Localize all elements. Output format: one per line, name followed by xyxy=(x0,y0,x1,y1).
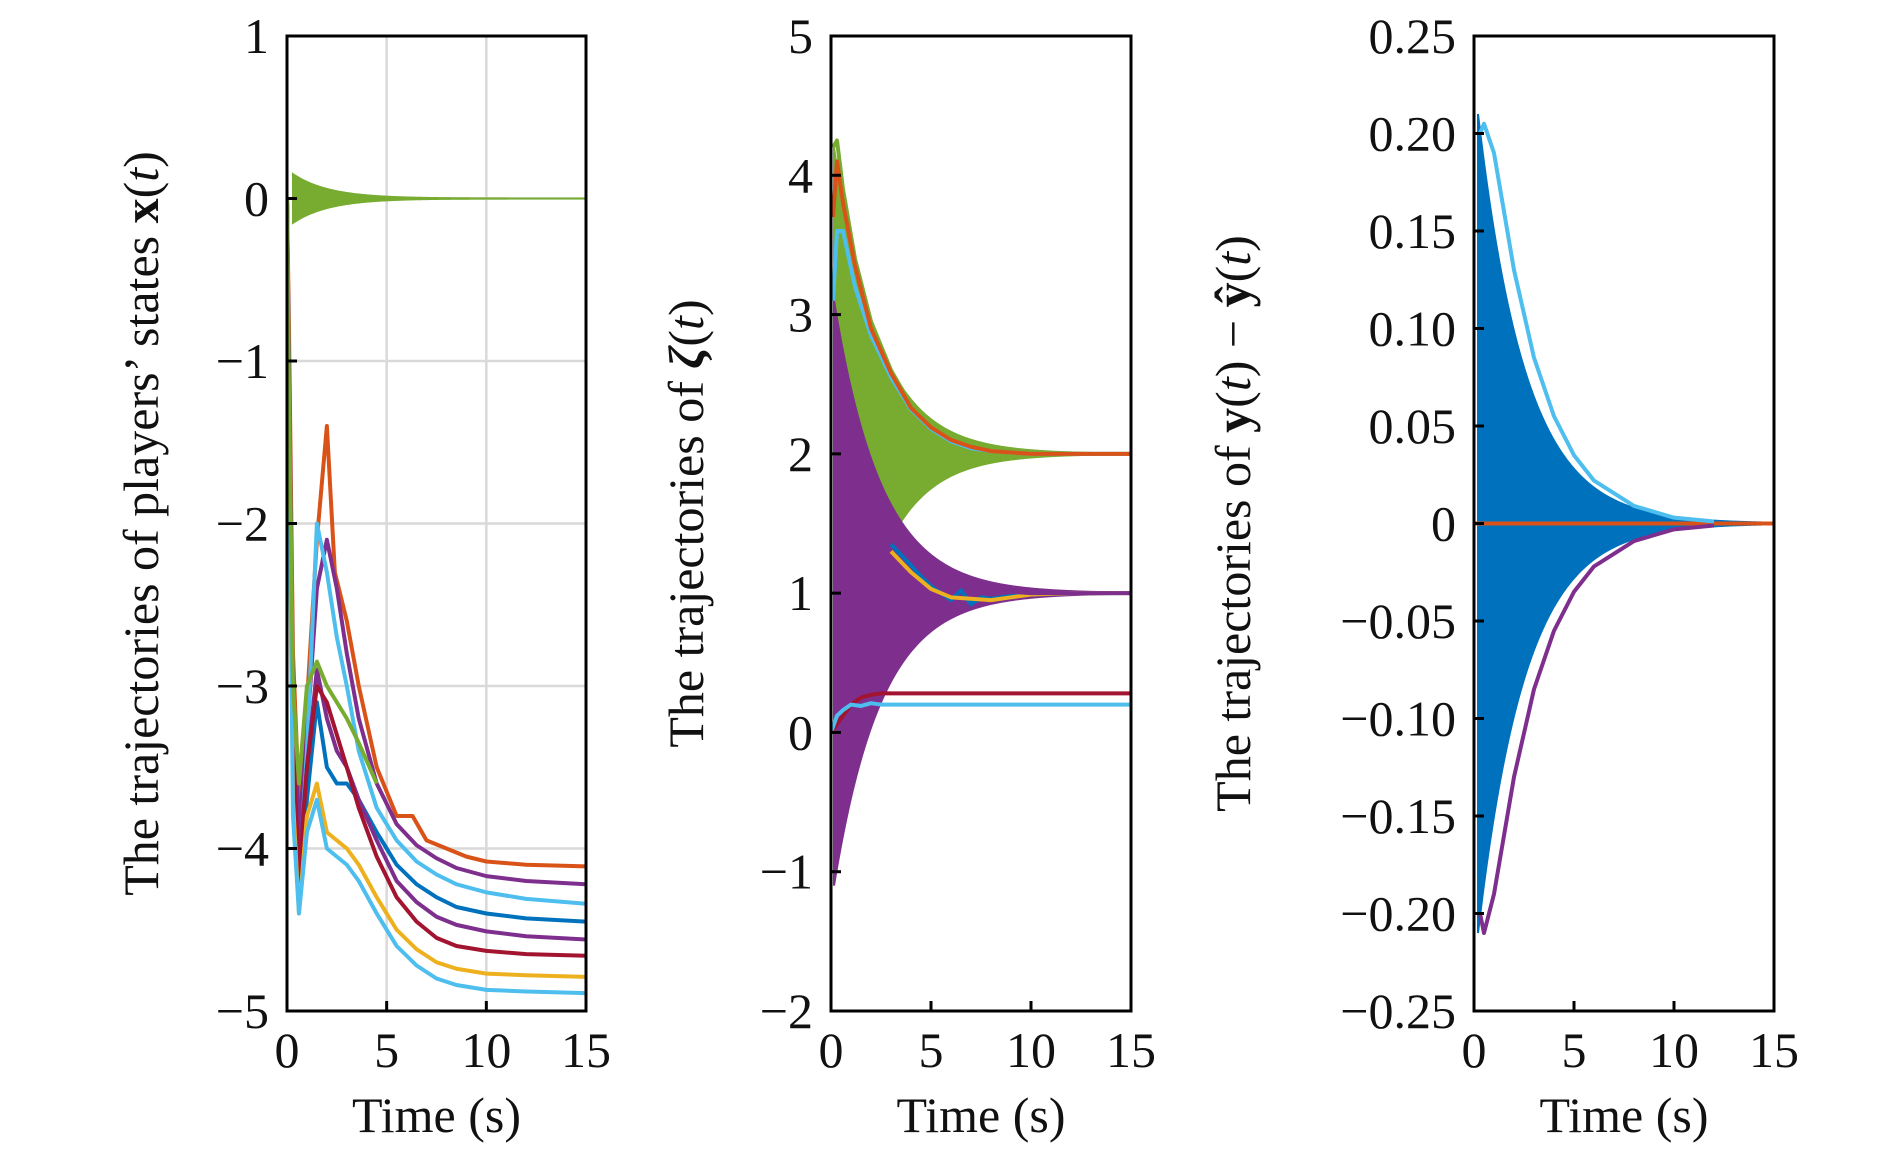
y-tick-label: −1 xyxy=(760,844,813,900)
series-line-2 xyxy=(1478,523,1715,935)
y-axis-label: The trajectories of ζ(t) xyxy=(658,299,714,747)
x-tick-label: 0 xyxy=(819,1022,844,1078)
series-line-0 xyxy=(287,198,586,869)
y-tick-label: 5 xyxy=(788,8,813,64)
y-tick-label: 1 xyxy=(244,8,269,64)
y-tick-label: 0.10 xyxy=(1369,301,1457,357)
y-tick-label: 0.05 xyxy=(1369,398,1457,454)
y-tick-label: −0.25 xyxy=(1340,983,1456,1039)
x-tick-label: 5 xyxy=(374,1022,399,1078)
y-tick-label: −2 xyxy=(760,983,813,1039)
series-line-7 xyxy=(831,701,1131,734)
series-line-2 xyxy=(831,159,1131,456)
plot-area xyxy=(287,172,586,996)
y-tick-label: 0.25 xyxy=(1369,8,1457,64)
x-tick-label: 5 xyxy=(919,1022,944,1078)
x-tick-label: 10 xyxy=(461,1022,511,1078)
y-tick-label: −2 xyxy=(216,496,269,552)
x-axis-label: Time (s) xyxy=(896,1087,1065,1143)
y-tick-label: 0 xyxy=(244,171,269,227)
y-axis-label: The trajectories of y(t) − ŷ(t) xyxy=(1205,235,1261,812)
series-line-7 xyxy=(287,198,586,996)
envelope-band-0 xyxy=(291,172,586,225)
plot-area xyxy=(1474,113,1774,935)
y-tick-label: 0.15 xyxy=(1369,203,1457,259)
x-tick-label: 0 xyxy=(1462,1022,1487,1078)
x-tick-label: 0 xyxy=(275,1022,300,1078)
x-tick-label: 15 xyxy=(561,1022,611,1078)
series-line-5 xyxy=(889,529,1131,596)
x-tick-label: 10 xyxy=(1649,1022,1699,1078)
plot-area xyxy=(831,138,1131,886)
y-tick-label: −0.10 xyxy=(1340,691,1456,747)
envelope-band-1 xyxy=(833,300,1131,886)
axes-box xyxy=(829,34,1133,1013)
y-tick-label: 0 xyxy=(1431,496,1456,552)
y-tick-label: 3 xyxy=(788,287,813,343)
y-tick-label: −3 xyxy=(216,658,269,714)
y-tick-label: −0.15 xyxy=(1340,788,1456,844)
x-tick-label: 5 xyxy=(1562,1022,1587,1078)
y-tick-label: −1 xyxy=(216,333,269,389)
x-tick-label: 10 xyxy=(1006,1022,1056,1078)
x-axis-label: Time (s) xyxy=(352,1087,521,1143)
y-tick-label: −0.05 xyxy=(1340,593,1456,649)
y-axis-label: The trajectories of players’ states x(t) xyxy=(113,151,169,896)
y-tick-label: 0.20 xyxy=(1369,106,1457,162)
chart-output-error: 0 5 10 15 0.25 0.20 0.15 0.10 0.05 0 −0.05 −0.10 −0.… xyxy=(1205,8,1799,1143)
x-axis-label: Time (s) xyxy=(1539,1087,1708,1143)
y-tick-label: 4 xyxy=(788,147,813,203)
x-tick-label: 15 xyxy=(1749,1022,1799,1078)
y-tick-label: −5 xyxy=(216,983,269,1039)
series-line-6 xyxy=(831,691,1131,734)
y-tick-label: 1 xyxy=(788,565,813,621)
y-tick-label: 0 xyxy=(788,704,813,760)
envelope-band-0 xyxy=(833,147,1131,761)
series-line-5 xyxy=(287,198,586,958)
x-tick-label: 15 xyxy=(1106,1022,1156,1078)
y-tick-label: 2 xyxy=(788,426,813,482)
y-tick-label: −0.20 xyxy=(1340,886,1456,942)
series-line-8 xyxy=(287,198,379,786)
y-tick-label: −4 xyxy=(216,821,269,877)
series-line-1 xyxy=(1478,121,1715,524)
